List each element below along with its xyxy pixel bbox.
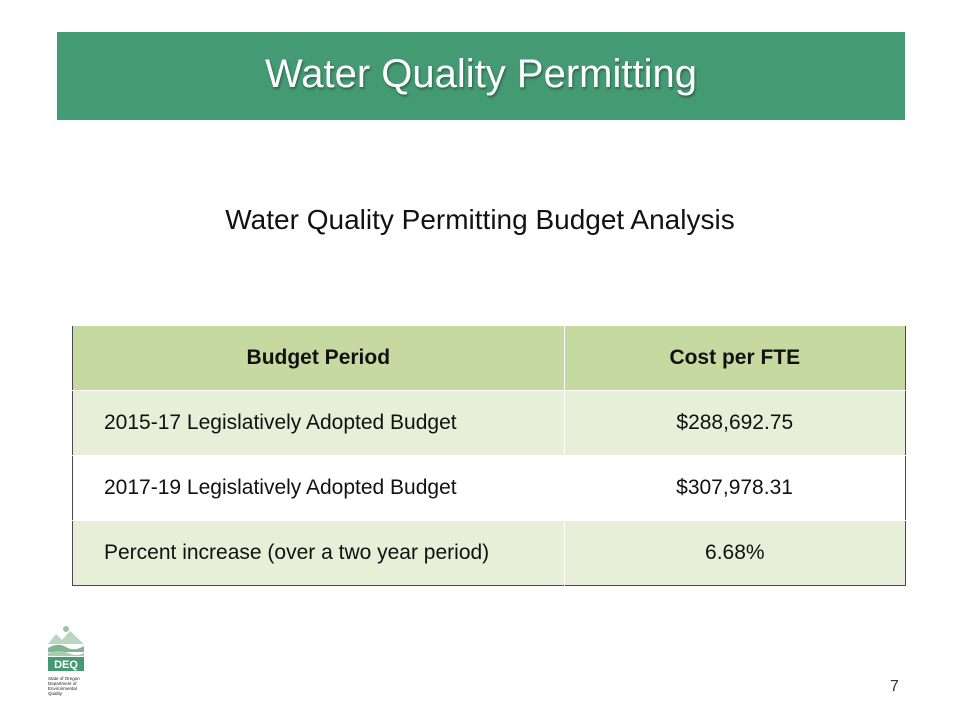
row-value: 6.68% [564,520,906,586]
row-value: $307,978.31 [564,455,906,521]
table-row: 2017-19 Legislatively Adopted Budget $30… [72,455,906,521]
table-header-row: Budget Period Cost per FTE [72,325,906,391]
budget-table: Budget Period Cost per FTE 2015-17 Legis… [72,325,906,586]
slide-title: Water Quality Permitting [265,51,697,96]
table-row: 2015-17 Legislatively Adopted Budget $28… [72,390,906,456]
slide-subtitle: Water Quality Permitting Budget Analysis [225,204,735,235]
header-budget-period: Budget Period [72,325,565,391]
deq-logo-icon: DEQ [48,626,84,671]
page-number: 7 [890,678,899,695]
header-cost-per-fte: Cost per FTE [564,325,906,391]
logo-acronym: DEQ [54,659,78,671]
row-label: Percent increase (over a two year period… [72,520,565,586]
row-value: $288,692.75 [564,390,906,456]
row-label: 2017-19 Legislatively Adopted Budget [72,455,565,521]
row-label: 2015-17 Legislatively Adopted Budget [72,390,565,456]
table-row: Percent increase (over a two year period… [72,520,906,586]
logo-caption: State of Oregon Department of Environmen… [48,676,80,696]
title-bar: Water Quality Permitting [57,32,905,120]
